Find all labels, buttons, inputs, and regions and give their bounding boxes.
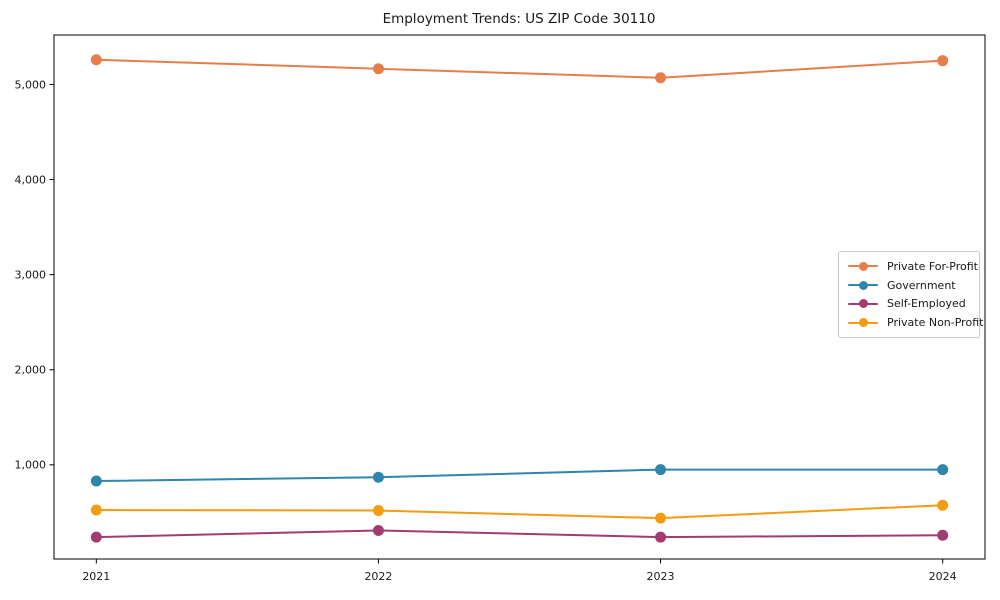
data-point-private-non-profit-2022 — [372, 504, 384, 516]
y-axis-tick-label: 5,000 — [15, 78, 47, 91]
data-point-government-2021 — [90, 475, 102, 487]
legend-label-self-employed: Self-Employed — [887, 297, 966, 311]
legend-label-private-non-profit: Private Non-Profit — [887, 316, 984, 330]
data-point-private-non-profit-2023 — [655, 512, 667, 524]
chart-legend: Private For-Profit Government Self-Employe… — [838, 251, 983, 338]
legend-line-marker-icon — [848, 261, 878, 272]
data-point-private-non-profit-2024 — [937, 499, 949, 511]
plot-area: 1,000 2,000 3,000 4,000 5,000 2021 2022 2023 202… — [15, 34, 986, 583]
data-point-private-for-profit-2022 — [372, 63, 384, 75]
legend-line-marker-icon — [848, 280, 878, 291]
data-point-government-2022 — [372, 471, 384, 483]
legend-item-self-employed: Self-Employed — [848, 295, 970, 314]
chart-title: Employment Trends: US ZIP Code 30110 — [383, 11, 656, 27]
series-line-private-non-profit — [95, 504, 944, 520]
x-axis-tick-label: 2022 — [364, 570, 392, 583]
data-point-self-employed-2024 — [937, 529, 949, 541]
legend-label-private-for-profit: Private For-Profit — [887, 259, 978, 273]
data-point-government-2024 — [937, 464, 949, 476]
x-axis-tick-label: 2023 — [647, 570, 675, 583]
data-point-self-employed-2023 — [655, 531, 667, 543]
y-axis-tick-label: 3,000 — [15, 268, 47, 281]
data-point-private-for-profit-2024 — [937, 55, 949, 67]
x-axis-tick-label: 2024 — [929, 570, 957, 583]
legend-item-government: Government — [848, 276, 970, 295]
data-point-self-employed-2022 — [372, 524, 384, 536]
y-axis-tick-label: 1,000 — [15, 459, 47, 472]
data-point-private-for-profit-2021 — [90, 54, 102, 66]
data-point-private-for-profit-2023 — [655, 72, 667, 84]
plot-border — [53, 34, 986, 560]
legend-item-private-non-profit: Private Non-Profit — [848, 313, 983, 332]
legend-line-marker-icon — [848, 317, 878, 328]
legend-item-private-for-profit: Private For-Profit — [848, 257, 978, 276]
series-line-self-employed — [95, 529, 944, 539]
y-axis-tick-label: 4,000 — [15, 173, 47, 186]
series-line-government — [95, 468, 944, 483]
data-point-government-2023 — [655, 464, 667, 476]
series-line-private-for-profit — [95, 58, 944, 79]
legend-label-government: Government — [887, 278, 956, 292]
data-point-private-non-profit-2021 — [90, 504, 102, 516]
y-axis-tick-label: 2,000 — [15, 364, 47, 377]
data-point-self-employed-2021 — [90, 531, 102, 543]
legend-line-marker-icon — [848, 298, 878, 309]
x-axis-tick-label: 2021 — [82, 570, 110, 583]
